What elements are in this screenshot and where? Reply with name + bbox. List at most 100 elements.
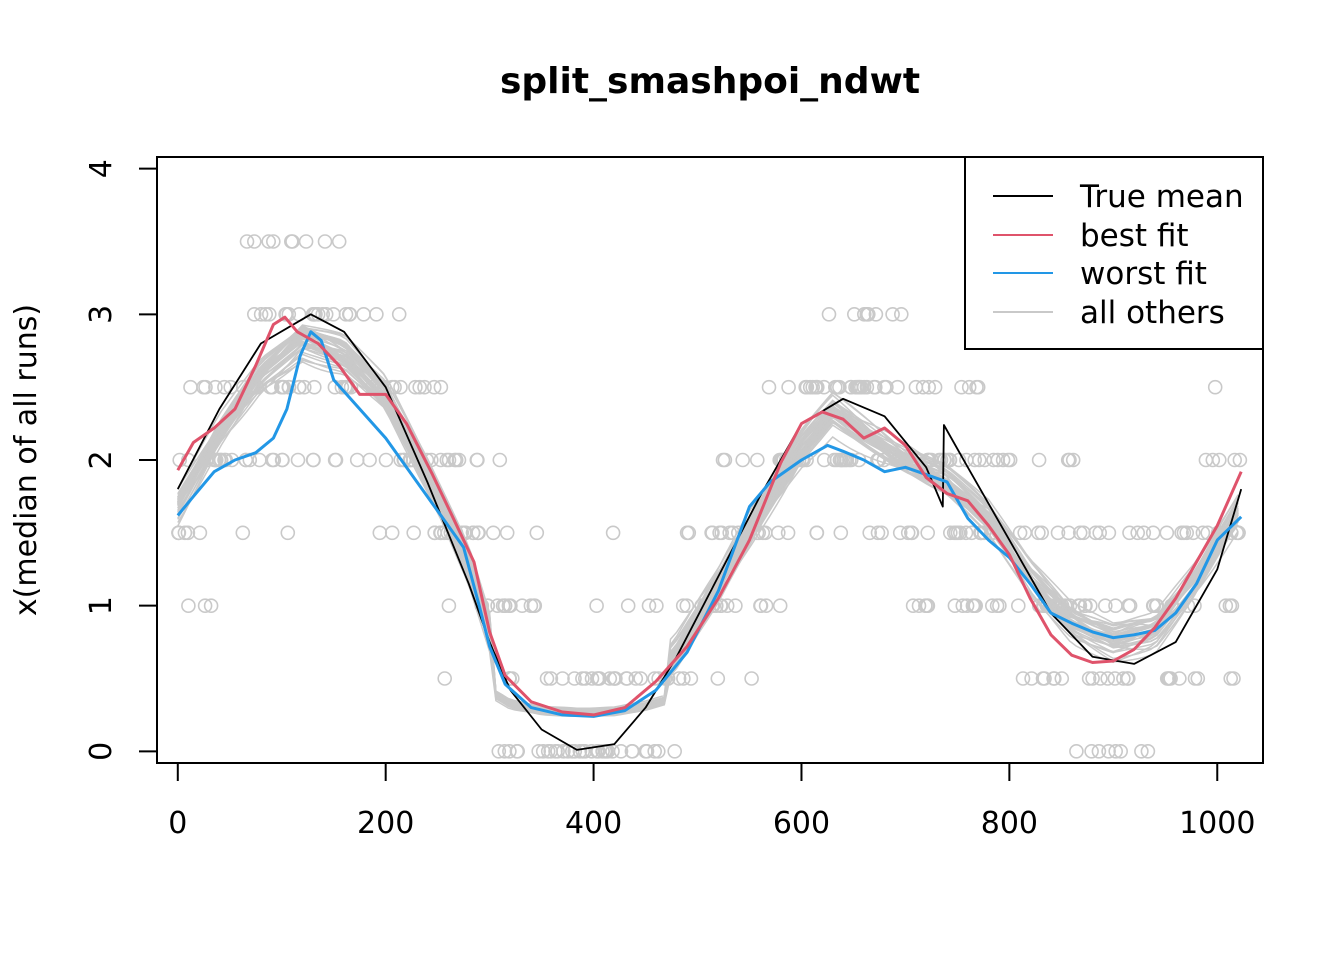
- x-tick-label: 400: [565, 806, 622, 841]
- observation-point: [942, 525, 958, 541]
- observation-point: [613, 743, 629, 759]
- observation-point: [1050, 525, 1066, 541]
- observation-point: [679, 525, 695, 541]
- observation-point: [412, 379, 428, 395]
- observation-point: [290, 452, 306, 468]
- observation-point: [1205, 452, 1221, 468]
- observation-point: [1076, 525, 1091, 541]
- other-run-line: [177, 327, 1239, 715]
- observation-point: [667, 743, 683, 759]
- observation-point: [1054, 671, 1070, 686]
- observation-point: [649, 598, 664, 614]
- observation-point: [378, 452, 394, 468]
- observation-point: [1121, 598, 1136, 614]
- observation-point: [758, 598, 774, 614]
- observation-point: [543, 671, 559, 686]
- observation-point: [369, 306, 384, 322]
- x-tick-label: 0: [168, 806, 187, 841]
- observation-point: [920, 525, 936, 541]
- observation-point: [281, 379, 297, 395]
- observation-point: [1195, 525, 1211, 541]
- observation-point: [447, 452, 463, 468]
- observation-point: [298, 234, 314, 249]
- observation-point: [990, 452, 1006, 468]
- observation-point: [992, 598, 1007, 614]
- observation-point: [327, 452, 343, 468]
- observation-point: [572, 743, 588, 759]
- observation-point: [592, 671, 608, 686]
- observation-point: [1065, 452, 1081, 468]
- observation-point: [252, 452, 267, 468]
- other-run-line: [177, 342, 1239, 713]
- observation-point: [832, 452, 848, 468]
- observation-point: [605, 525, 621, 541]
- observation-point: [555, 671, 570, 686]
- observation-point: [540, 743, 556, 759]
- other-run-line: [177, 327, 1239, 712]
- observation-point: [1031, 525, 1046, 541]
- observation-point: [761, 379, 777, 395]
- observation-point: [971, 452, 987, 468]
- legend-label-true-mean: True mean: [1079, 179, 1244, 215]
- observation-point: [441, 452, 457, 468]
- fit-lines: [176, 313, 1243, 751]
- observation-point: [671, 671, 687, 686]
- observation-point: [223, 379, 238, 395]
- observation-point: [832, 379, 847, 395]
- observation-point: [503, 598, 518, 614]
- observation-point: [809, 379, 825, 395]
- best-fit-line: [176, 315, 1243, 717]
- y-tick-label: 4: [84, 159, 119, 178]
- observation-point: [970, 379, 986, 395]
- observation-point: [809, 525, 825, 541]
- observation-point: [735, 452, 751, 468]
- observation-point: [470, 525, 486, 541]
- observation-point: [744, 671, 759, 686]
- observation-point: [1232, 452, 1248, 468]
- observation-point: [1034, 525, 1049, 541]
- x-axis: 0 200 400 600 800 1000: [168, 762, 1255, 841]
- observation-point: [620, 598, 636, 614]
- y-tick-label: 2: [84, 450, 119, 469]
- other-run-line: [177, 327, 1239, 712]
- observation-point: [235, 525, 251, 541]
- observation-point: [958, 525, 974, 541]
- other-run-line: [177, 329, 1239, 714]
- y-axis-label: x(median of all runs): [9, 304, 44, 616]
- observation-point: [567, 671, 582, 686]
- observation-point: [384, 525, 400, 541]
- observation-point: [433, 452, 449, 468]
- observation-point: [247, 234, 262, 249]
- observation-point: [921, 379, 937, 395]
- observation-point: [589, 598, 604, 614]
- observation-point: [1047, 671, 1062, 686]
- observation-point: [780, 525, 796, 541]
- observation-point: [1227, 452, 1242, 468]
- observation-point: [577, 671, 593, 686]
- observation-point: [239, 234, 255, 249]
- observation-point: [1101, 743, 1116, 759]
- x-tick-label: 1000: [1179, 806, 1255, 841]
- observation-point: [1091, 743, 1107, 759]
- observation-point: [874, 525, 889, 541]
- observation-point: [911, 598, 927, 614]
- observation-point: [816, 379, 832, 395]
- observation-point: [683, 671, 699, 686]
- observation-point: [877, 379, 892, 395]
- x-tick-label: 200: [357, 806, 414, 841]
- other-run-line: [177, 327, 1239, 714]
- observation-point: [1159, 525, 1175, 541]
- observation-point: [575, 671, 590, 686]
- observation-point: [712, 525, 727, 541]
- x-tick-label: 600: [773, 806, 830, 841]
- observation-point: [280, 525, 296, 541]
- observation-point: [469, 452, 485, 468]
- observation-point: [781, 379, 796, 395]
- observation-point: [192, 525, 208, 541]
- observation-point: [728, 598, 743, 614]
- observation-point: [749, 452, 765, 468]
- observation-point: [341, 306, 357, 322]
- observation-point: [893, 306, 909, 322]
- observation-point: [305, 306, 321, 322]
- observation-point: [995, 452, 1011, 468]
